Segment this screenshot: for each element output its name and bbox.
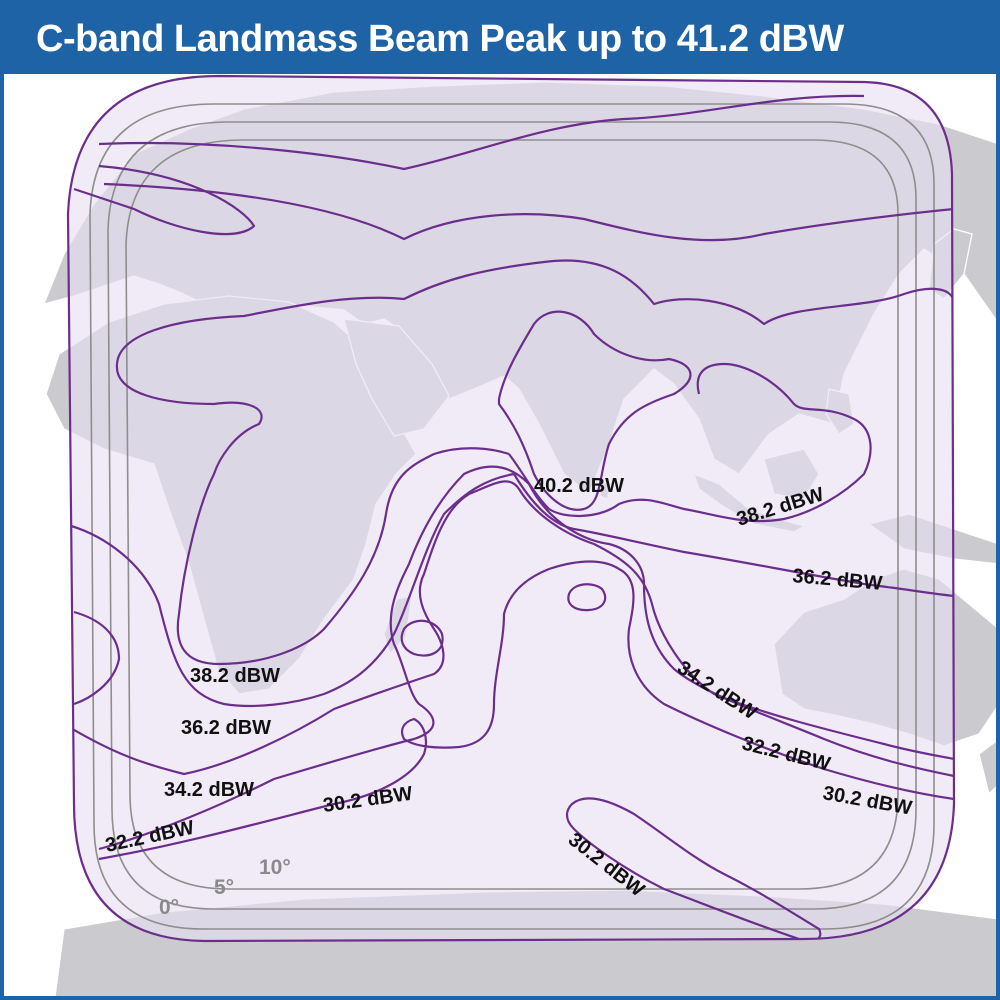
elevation-ring-10 bbox=[125, 139, 899, 890]
contour-north-band bbox=[103, 182, 954, 242]
contour-north-upper bbox=[98, 94, 865, 171]
contour-38-2-east bbox=[508, 362, 872, 523]
contour-36-2-west-loop bbox=[73, 610, 121, 706]
contour-30-2-madagascar-loop bbox=[400, 619, 444, 657]
elevation-label-0: 0° bbox=[159, 896, 179, 919]
contour-40-2 bbox=[497, 310, 692, 511]
elevation-label-5: 5° bbox=[214, 876, 234, 899]
contour-label-36-2-west: 36.2 dBW bbox=[181, 717, 271, 739]
contour-label-34-2-west: 34.2 dBW bbox=[164, 779, 254, 801]
contour-38-2-africa-asia bbox=[115, 259, 954, 365]
contour-label-38-2-west: 38.2 dBW bbox=[190, 665, 280, 687]
contour-30-2-island bbox=[567, 583, 607, 612]
contour-38-2-west-loop bbox=[115, 363, 510, 666]
contour-north-lower bbox=[73, 164, 256, 236]
contour-30-2 bbox=[98, 560, 954, 861]
contour-label-40-2: 40.2 dBW bbox=[534, 475, 624, 497]
elevation-ring-0 bbox=[89, 103, 935, 930]
elevation-ring-5 bbox=[107, 121, 917, 910]
page-title: C-band Landmass Beam Peak up to 41.2 dBW bbox=[36, 18, 844, 60]
gain-contours bbox=[66, 74, 956, 943]
land-new-zealand bbox=[978, 740, 996, 796]
contour-32-2 bbox=[98, 465, 954, 851]
title-bar: C-band Landmass Beam Peak up to 41.2 dBW bbox=[4, 4, 996, 74]
elevation-label-10: 10° bbox=[259, 856, 291, 879]
beam-coverage-area bbox=[68, 76, 954, 941]
elevation-labels: 0° 5° 10° bbox=[159, 856, 291, 919]
contour-36-2 bbox=[68, 472, 954, 708]
elevation-rings bbox=[89, 103, 935, 930]
coverage-map: 40.2 dBW 38.2 dBW 36.2 dBW 34.2 dBW 32.2… bbox=[42, 74, 996, 996]
beam-outer-edge bbox=[66, 74, 956, 943]
